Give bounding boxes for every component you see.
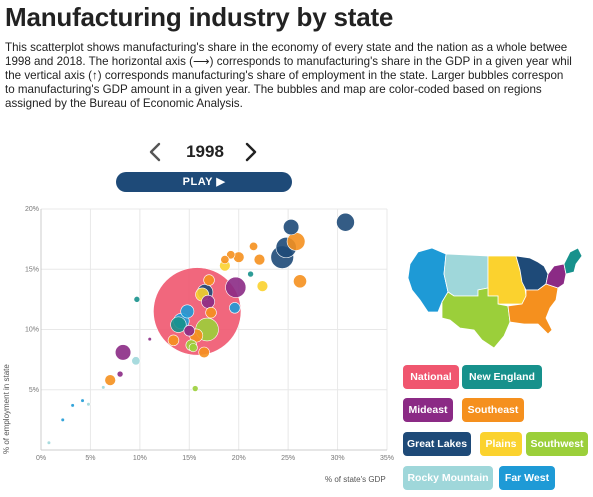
data-point-mideast — [225, 276, 247, 298]
data-point-national — [153, 267, 242, 356]
legend-button-rocky-mountain[interactable]: Rocky Mountain — [403, 466, 493, 490]
data-point-rocky-mountain — [131, 356, 141, 366]
data-point-great-lakes — [336, 212, 355, 232]
legend-button-southwest[interactable]: Southwest — [526, 432, 588, 456]
map-region-southeast[interactable] — [507, 283, 559, 335]
data-point-new-england — [247, 270, 254, 278]
legend-button-plains[interactable]: Plains — [480, 432, 522, 456]
x-tick-label: 10% — [133, 455, 147, 462]
x-axis-label: % of state's GDP — [325, 475, 386, 484]
data-point-plains — [256, 280, 269, 292]
legend-button-mideast[interactable]: Mideast — [403, 398, 453, 422]
map-region-mideast[interactable] — [545, 263, 567, 289]
y-tick-label: 20% — [25, 206, 39, 213]
data-point-great-lakes — [283, 218, 300, 236]
scatter-chart: 0% 5% 10% 15% 20% 25% 30% 35% 5% 10% 15% 20% — [25, 206, 394, 462]
legend-button-new-england[interactable]: New England — [462, 365, 542, 389]
data-point-new-england — [170, 316, 187, 333]
legend-button-southeast[interactable]: Southeast — [462, 398, 524, 422]
play-button[interactable]: PLAY ▶ — [116, 172, 292, 192]
map-region-new-england[interactable] — [563, 247, 583, 275]
data-point-far-west — [180, 304, 195, 319]
description-line: assigned by the Bureau of Economic Analy… — [5, 97, 243, 110]
data-point-southeast — [293, 274, 307, 289]
data-point-rocky-mountain — [86, 402, 91, 407]
data-point-mideast — [114, 344, 132, 361]
description-line: 1998 and 2018. The horizontal axis (⟶) c… — [5, 55, 572, 68]
x-tick-label: 15% — [182, 455, 196, 462]
data-point-southeast — [286, 232, 306, 251]
description-line: the vertical axis (↑) corresponds manufa… — [5, 69, 564, 82]
data-point-mideast — [183, 325, 195, 337]
data-point-mideast — [147, 337, 152, 342]
data-point-southwest — [191, 385, 199, 392]
chevron-left-icon — [149, 142, 161, 162]
x-tick-label: 0% — [36, 455, 46, 462]
us-region-map[interactable] — [398, 244, 586, 349]
data-point-southeast — [203, 274, 215, 286]
data-point-rocky-mountain — [101, 385, 106, 390]
legend-button-great-lakes[interactable]: Great Lakes — [403, 432, 471, 456]
x-tick-label: 30% — [331, 455, 345, 462]
data-point-mideast — [116, 370, 124, 378]
legend-button-national[interactable]: National — [403, 365, 459, 389]
prev-year-button[interactable] — [145, 139, 167, 165]
data-point-mideast — [201, 294, 215, 309]
data-point-southeast — [104, 374, 116, 386]
data-point-southeast — [205, 306, 217, 319]
data-point-southeast — [198, 346, 210, 359]
data-point-southeast — [226, 250, 236, 260]
y-axis-label: % of employment in state — [2, 364, 11, 454]
data-point-southeast — [249, 241, 259, 251]
x-tick-label: 25% — [281, 455, 295, 462]
x-tick-label: 35% — [380, 455, 394, 462]
data-point-far-west — [60, 417, 65, 422]
year-label: 1998 — [186, 142, 224, 161]
data-point-southeast — [167, 334, 180, 347]
y-tick-label: 10% — [25, 327, 39, 334]
legend-button-far-west[interactable]: Far West — [499, 466, 555, 490]
page-title: Manufacturing industry by state — [5, 2, 394, 32]
next-year-button[interactable] — [239, 139, 261, 165]
x-tick-label: 20% — [232, 455, 246, 462]
data-point-southwest — [188, 343, 198, 353]
description-line: This scatterplot shows manufacturing's s… — [5, 41, 568, 54]
y-tick-label: 5% — [29, 387, 39, 394]
data-point-southeast — [253, 253, 266, 266]
data-point-far-west — [229, 302, 241, 314]
description-line: to manufacturing's GDP amount in a given… — [5, 83, 542, 96]
chart-description: This scatterplot shows manufacturing's s… — [5, 41, 593, 111]
y-tick-label: 15% — [25, 266, 39, 273]
chevron-right-icon — [245, 142, 257, 162]
data-point-southeast — [220, 255, 230, 265]
data-point-far-west — [80, 398, 85, 403]
data-point-rocky-mountain — [46, 440, 52, 445]
data-point-new-england — [133, 296, 141, 303]
x-tick-label: 5% — [85, 455, 95, 462]
data-point-far-west — [70, 403, 75, 408]
year-navigator: 1998 — [145, 139, 265, 165]
